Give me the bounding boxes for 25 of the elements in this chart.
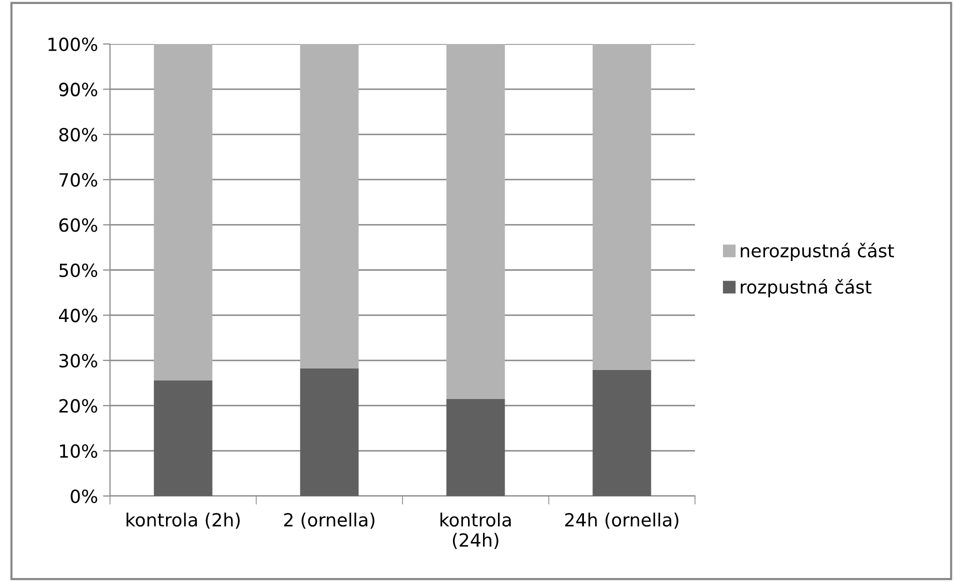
bar — [446, 44, 505, 399]
y-tick-label: 30% — [59, 354, 98, 368]
y-tick-label: 0% — [70, 489, 98, 504]
y-tick-label: 80% — [59, 128, 98, 142]
y-tick-label: 20% — [59, 399, 98, 413]
y-tick-label: 60% — [59, 218, 98, 232]
bar — [300, 44, 359, 369]
bar — [592, 44, 652, 370]
x-tick-label: kontrola (24h) — [440, 512, 511, 549]
y-tick-label: 40% — [58, 308, 98, 322]
bar — [154, 44, 212, 380]
legend-label: rozpustná část — [740, 279, 872, 298]
x-tick-label: 2 (ornella) — [284, 512, 374, 529]
y-tick-label: 70% — [60, 173, 98, 187]
y-tick-label: 90% — [59, 82, 98, 96]
x-tick-label: kontrola (2h) — [126, 512, 240, 529]
y-tick-label: 100% — [48, 37, 98, 52]
bar — [300, 368, 359, 496]
bar — [446, 398, 505, 496]
y-tick-label: 10% — [60, 444, 98, 458]
y-tick-label: 50% — [59, 263, 98, 278]
legend-label: nerozpustná část — [740, 242, 894, 261]
bar — [154, 380, 212, 496]
bar — [592, 370, 652, 496]
x-tick-label: 24h (ornella) — [565, 512, 678, 529]
